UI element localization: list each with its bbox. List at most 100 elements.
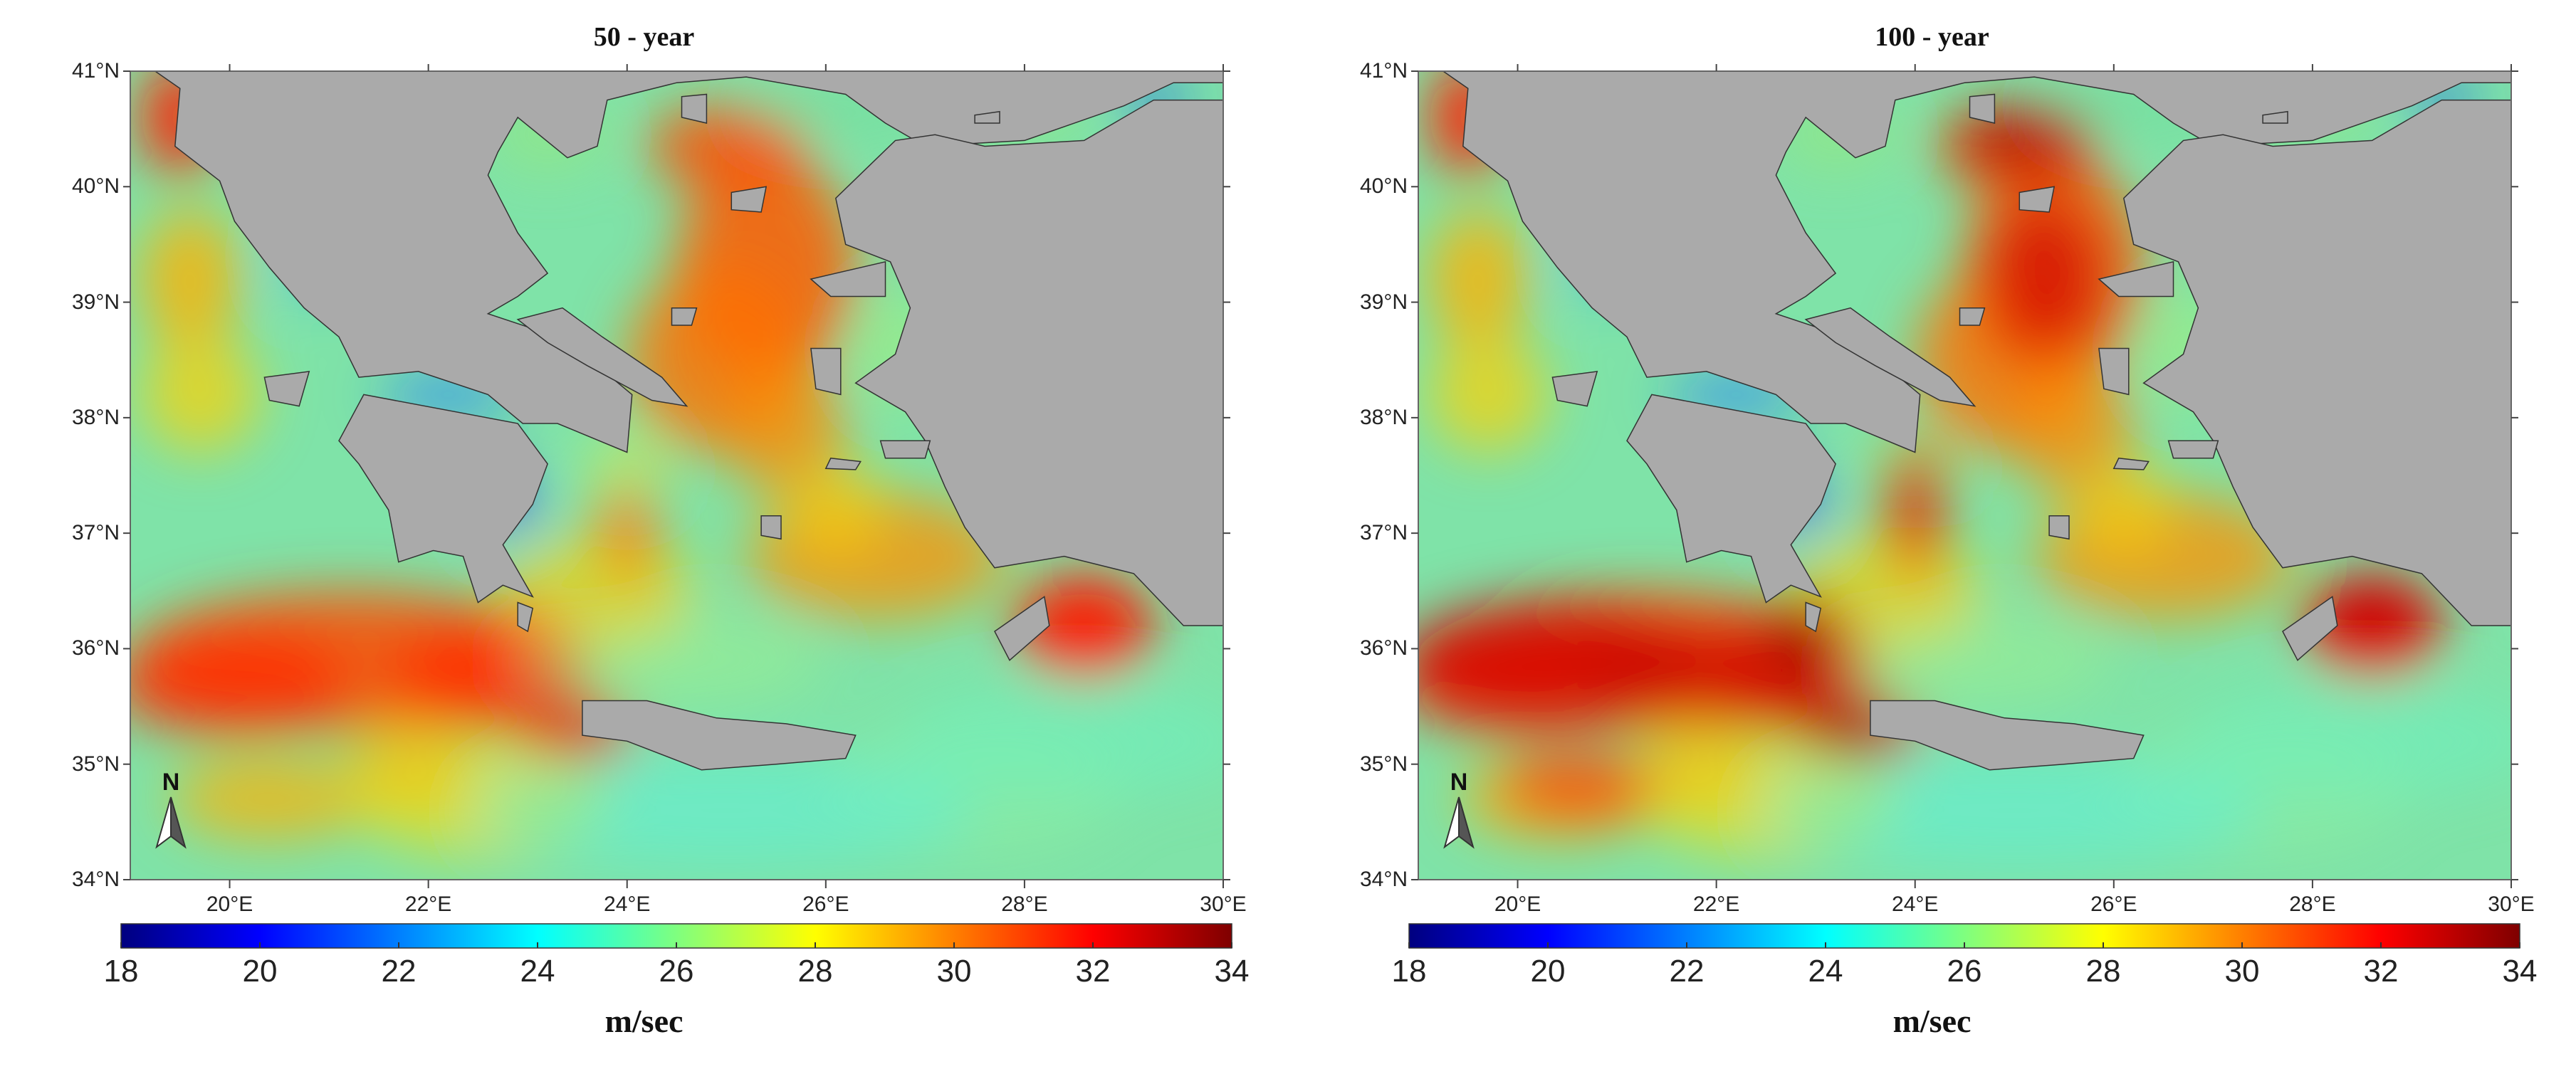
map-frame — [1418, 70, 2512, 880]
land-samos — [2167, 440, 2219, 459]
lat-label: 35°N — [71, 752, 120, 776]
map-panel-100: 100 - year N 34°N 35°N 36°N 37°N 38°N 39°N 40°N 4… — [1288, 0, 2576, 1069]
lat-label: 41°N — [1359, 59, 1408, 83]
lon-label: 20°E — [206, 892, 253, 916]
land-lemnos — [2019, 186, 2056, 213]
lon-label: 22°E — [404, 892, 452, 916]
colorbar-unit: m/sec — [604, 1003, 684, 1039]
panel-title: 100 - year — [1875, 22, 1989, 52]
colorbar-label: 22 — [1669, 954, 1705, 989]
land-skyros — [671, 307, 698, 326]
lon-label: 24°E — [1892, 892, 1939, 916]
colorbar-label: 28 — [797, 954, 833, 989]
land-crete — [582, 700, 857, 771]
land-rhodes — [2282, 596, 2338, 661]
land-skyros — [1959, 307, 1986, 326]
lon-label: 26°E — [802, 892, 849, 916]
land-kefal — [1551, 371, 1598, 407]
north-arrow-icon: N — [1443, 769, 1475, 849]
lat-label: 36°N — [1359, 636, 1408, 660]
speed-blob — [169, 758, 369, 840]
speed-blob — [1637, 717, 1756, 811]
land-lesvos — [2098, 260, 2174, 297]
lat-label: 41°N — [71, 59, 120, 83]
map-svg: N — [120, 64, 1232, 949]
speed-blob — [1497, 752, 1657, 822]
lon-label: 28°E — [1001, 892, 1048, 916]
lon-label: 30°E — [1200, 892, 1247, 916]
land-ikaria — [2112, 457, 2150, 470]
lat-label: 39°N — [71, 290, 120, 314]
lat-label: 38°N — [1359, 405, 1408, 429]
land-chios — [810, 347, 842, 396]
lon-label: 28°E — [2289, 892, 2336, 916]
map-panel-50: 50 - year N 34°N 35°N 36°N 37°N 38°N 39°N 40°N 41… — [71, 22, 1250, 1039]
map-frame — [130, 70, 1224, 880]
colorbar-label: 30 — [936, 954, 972, 989]
speed-blob — [646, 105, 806, 187]
north-arrow-icon: N — [155, 769, 187, 849]
land-chios — [2098, 347, 2130, 396]
speed-blob — [478, 752, 975, 868]
land-kythira — [1805, 601, 1822, 633]
land-ikaria — [824, 457, 862, 470]
lat-label: 35°N — [1359, 752, 1408, 776]
colorbar-label: 18 — [1391, 954, 1427, 989]
colorbar-label: 26 — [1947, 954, 1982, 989]
speed-blob — [349, 717, 468, 811]
land-crete — [1870, 700, 2145, 771]
speed-blob — [2014, 359, 2134, 499]
wind-field — [130, 71, 1223, 880]
land-euboea — [1804, 307, 1976, 407]
land-marmaraIsl — [974, 110, 1000, 124]
colorbar-label: 20 — [242, 954, 278, 989]
speed-blob — [140, 337, 260, 453]
speed-blob — [895, 683, 1223, 799]
colorbar-label: 24 — [520, 954, 555, 989]
lat-label: 40°N — [1359, 174, 1408, 199]
land-thasos — [1969, 93, 1996, 124]
land-lesvos — [810, 260, 886, 297]
speed-blob — [1428, 337, 1548, 453]
land-naxos — [2048, 515, 2070, 540]
colorbar-label: 26 — [659, 954, 694, 989]
land-kefal — [263, 371, 310, 407]
land-kythira — [517, 601, 534, 633]
speed-blob — [726, 359, 846, 499]
colorbar-unit: m/sec — [1892, 1003, 1972, 1039]
land-samos — [879, 440, 931, 459]
speed-blob — [498, 533, 697, 649]
land-marmaraIsl — [2262, 110, 2288, 124]
north-label: N — [162, 769, 180, 796]
lat-label: 39°N — [1359, 290, 1408, 314]
wind-field — [1418, 71, 2511, 880]
speed-blob — [1984, 198, 2104, 360]
land-pelop — [1626, 394, 1836, 604]
north-arrow-right — [170, 796, 187, 849]
colorbar-label: 30 — [2224, 954, 2260, 989]
lat-label: 40°N — [71, 174, 120, 199]
colorbar-label: 34 — [1214, 954, 1250, 989]
land-anatolia — [834, 71, 1223, 626]
lat-label: 37°N — [71, 521, 120, 545]
speed-blob — [1014, 573, 1154, 678]
colorbar-label: 24 — [1808, 954, 1843, 989]
land-layer — [154, 71, 1223, 771]
speed-blob — [130, 631, 349, 736]
colorbar-label: 32 — [1075, 954, 1111, 989]
land-lemnos — [731, 186, 768, 213]
speed-blob — [1885, 441, 1945, 557]
lat-label: 34°N — [1359, 868, 1408, 891]
lat-label: 36°N — [71, 636, 120, 660]
colorbar-label: 22 — [381, 954, 417, 989]
speed-blob — [1766, 752, 2263, 868]
land-naxos — [760, 515, 782, 540]
map-svg: N — [1408, 64, 2520, 949]
colorbar-label: 34 — [2502, 954, 2538, 989]
speed-blob — [1954, 105, 2094, 176]
speed-blob — [582, 429, 672, 510]
north-arrow-right — [1458, 796, 1475, 849]
lon-label: 22°E — [1692, 892, 1740, 916]
speed-blob — [140, 209, 240, 349]
